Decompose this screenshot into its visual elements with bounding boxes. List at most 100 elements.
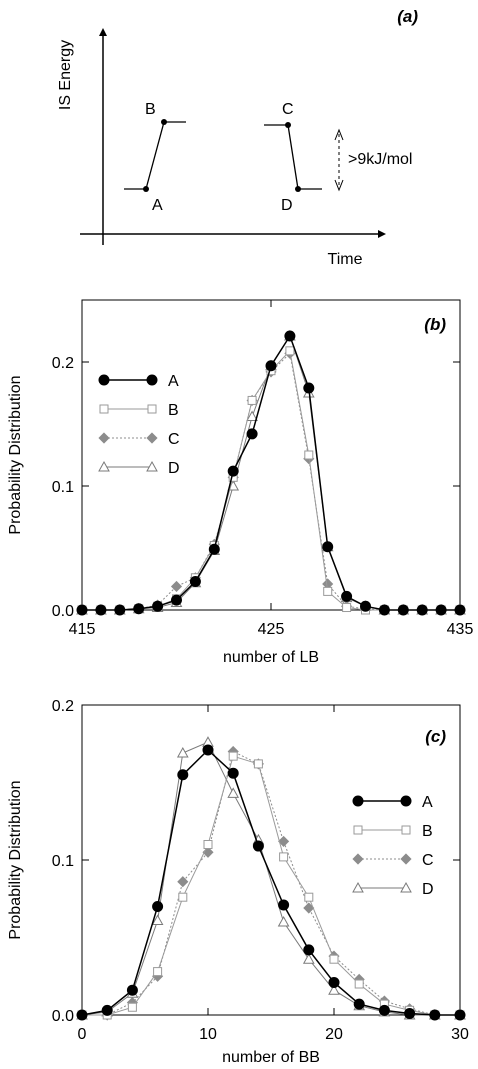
legend-marker-A <box>352 795 364 807</box>
data-point-D <box>328 984 340 995</box>
point-a-dot <box>143 186 149 192</box>
data-point-A <box>202 744 214 756</box>
data-point-A <box>429 1009 441 1021</box>
y-tick-label: 0.0 <box>52 1008 74 1025</box>
panel-b-plot-frame <box>81 299 461 611</box>
data-point-B <box>323 586 333 596</box>
data-point-B <box>304 892 314 902</box>
legend-marker-D <box>98 460 110 472</box>
point-b-dot <box>161 119 167 125</box>
data-point-A <box>152 600 164 612</box>
panel-b-chart: (b) Probability Distribution number of L… <box>7 299 474 666</box>
data-point-B <box>247 395 257 405</box>
legend-marker-B <box>99 404 109 414</box>
data-point-A <box>341 590 353 602</box>
series-line-C <box>82 352 460 611</box>
legend-marker-A <box>146 374 158 386</box>
series-line-B <box>82 755 460 1016</box>
x-tick-label: 435 <box>447 621 474 638</box>
data-point-B <box>354 979 364 989</box>
data-point-B <box>228 751 238 761</box>
transition-cd-drop <box>287 124 299 190</box>
data-point-A <box>416 604 428 616</box>
x-tick-label: 415 <box>69 621 96 638</box>
data-point-A <box>435 604 447 616</box>
panel-c-x-label: number of BB <box>222 1049 320 1066</box>
data-point-A <box>246 428 258 440</box>
y-tick-label: 0.2 <box>52 698 74 715</box>
data-point-A <box>303 382 315 394</box>
legend-marker-B <box>147 404 157 414</box>
data-point-D <box>277 915 290 927</box>
legend-label-B: B <box>168 402 179 419</box>
legend-marker-D <box>352 881 364 893</box>
data-point-A <box>227 767 239 779</box>
legend-marker-B <box>401 825 411 835</box>
panel-a-x-label: Time <box>328 251 363 268</box>
point-c-label: C <box>282 101 294 118</box>
point-b-label: B <box>145 101 156 118</box>
legend-marker-A <box>98 374 110 386</box>
data-point-C <box>177 876 189 888</box>
panel-a-y-label: IS Energy <box>57 40 74 110</box>
x-tick-label: 20 <box>325 1026 343 1043</box>
data-point-A <box>76 1009 88 1021</box>
data-point-A <box>252 840 264 852</box>
x-tick-label: 425 <box>258 621 285 638</box>
y-tick-label: 0.1 <box>52 479 74 496</box>
data-point-C <box>278 835 290 847</box>
panel-a-label: (a) <box>397 7 418 26</box>
data-point-B <box>279 852 289 862</box>
data-point-B <box>285 346 295 356</box>
data-point-A <box>378 1004 390 1016</box>
legend-label-B: B <box>422 823 433 840</box>
legend-marker-C <box>98 432 110 444</box>
panel-c-label: (c) <box>425 727 446 746</box>
energy-gap-arrowhead-top <box>334 128 344 141</box>
legend-marker-D <box>400 881 412 893</box>
data-point-A <box>101 1004 113 1016</box>
data-point-A <box>454 1009 466 1021</box>
data-point-A <box>177 769 189 781</box>
panel-a-diagram: (a) IS Energy Time A B C D >9kJ/mol <box>57 7 418 268</box>
data-point-A <box>227 465 239 477</box>
data-point-A <box>208 543 220 555</box>
legend-label-C: C <box>168 431 180 448</box>
data-point-D <box>302 953 315 964</box>
y-tick-label: 0.1 <box>52 853 74 870</box>
legend-marker-C <box>146 432 158 444</box>
data-point-A <box>378 604 390 616</box>
data-point-A <box>152 901 164 912</box>
series-line-A <box>81 748 460 1016</box>
series-line-D <box>81 741 460 1016</box>
transition-ab-jump <box>145 121 165 190</box>
y-tick-label: 0.0 <box>52 603 74 620</box>
legend-label-A: A <box>168 373 179 390</box>
legend-label-A: A <box>422 794 433 811</box>
data-point-D <box>151 914 164 925</box>
data-point-C <box>170 580 183 593</box>
panel-c-y-label: Probability Distribution <box>7 780 24 939</box>
data-point-D <box>227 787 240 798</box>
data-point-A <box>328 976 340 988</box>
x-tick-label: 0 <box>78 1026 87 1043</box>
legend-marker-A <box>400 795 412 807</box>
panel-b-x-label: number of LB <box>223 649 319 666</box>
data-point-B <box>178 892 188 902</box>
legend-label-D: D <box>422 881 434 898</box>
data-point-A <box>284 330 296 342</box>
data-point-A <box>126 984 138 996</box>
legend-label-D: D <box>168 460 180 477</box>
energy-gap-arrowhead-bottom <box>334 179 344 192</box>
data-point-D <box>176 747 189 758</box>
legend-marker-D <box>146 460 158 472</box>
data-point-B <box>203 840 213 849</box>
panel-b-label: (b) <box>424 315 446 334</box>
data-point-A <box>360 600 371 612</box>
data-point-A <box>303 944 315 956</box>
data-point-B <box>304 450 314 460</box>
legend-marker-C <box>352 853 364 865</box>
data-point-A <box>397 604 409 616</box>
point-d-dot <box>295 186 301 192</box>
